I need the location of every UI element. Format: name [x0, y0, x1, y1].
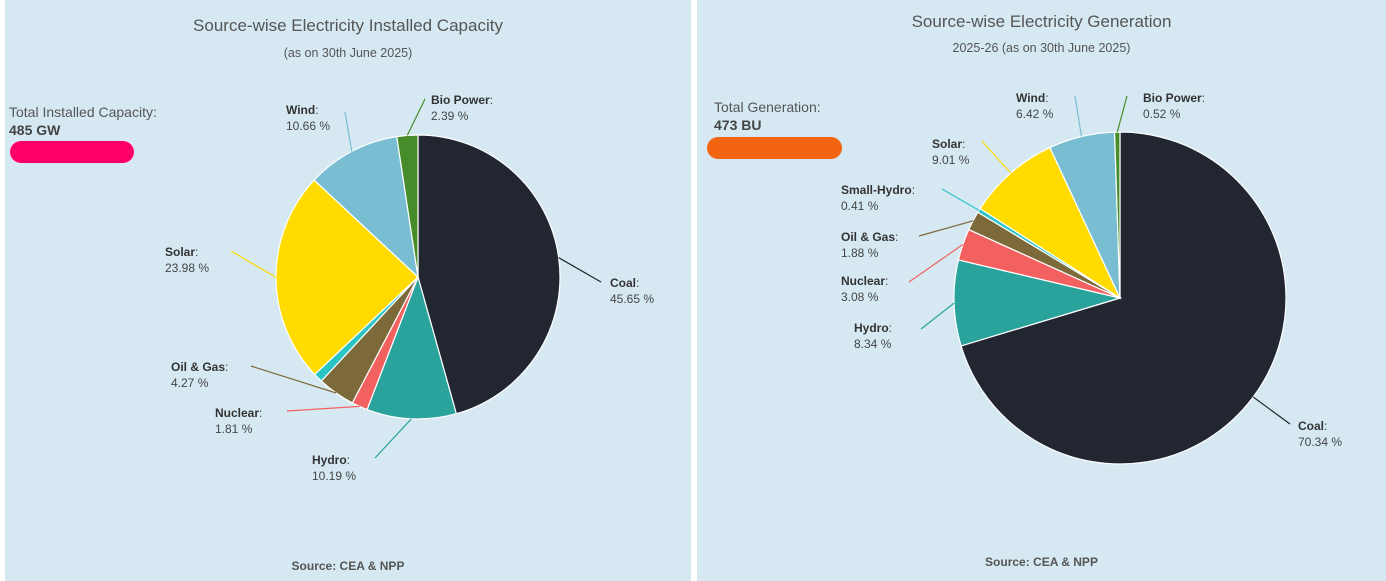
leader-line-bio-power	[406, 98, 426, 136]
slice-value-oil-and-gas: 4.27 %	[171, 376, 209, 390]
slice-value-coal: 45.65 %	[610, 292, 654, 306]
leader-line-solar	[981, 140, 1012, 174]
generation-panel: Source-wise Electricity Generation 2025-…	[697, 0, 1386, 581]
total-label: Total Installed Capacity:	[9, 104, 157, 120]
total-highlight-pill	[10, 141, 134, 163]
installed-capacity-panel: Source-wise Electricity Installed Capaci…	[5, 0, 691, 581]
leader-lines	[230, 98, 602, 459]
slice-labels: Coal: 45.65 % Hydro: 10.19 % Nuclear: 1.81 % O…	[165, 93, 654, 483]
slice-label-small-hydro: Small-Hydro:	[841, 183, 915, 197]
slice-label-solar: Solar:	[165, 245, 198, 259]
leader-line-small-hydro	[941, 188, 980, 211]
slice-label-hydro: Hydro:	[854, 321, 892, 335]
leader-line-oil-and-gas	[918, 220, 974, 237]
slice-label-coal: Coal:	[610, 276, 639, 290]
slice-value-small-hydro: 0.41 %	[841, 199, 879, 213]
pie-slices	[953, 131, 1287, 465]
slice-value-solar: 23.98 %	[165, 261, 209, 275]
slice-label-solar: Solar:	[932, 137, 965, 151]
slice-value-bio-power: 0.52 %	[1143, 107, 1181, 121]
slice-label-bio-power: Bio Power:	[1143, 91, 1205, 105]
slice-value-wind: 10.66 %	[286, 119, 330, 133]
pie-slice-coal[interactable]	[960, 131, 1287, 465]
slice-value-bio-power: 2.39 %	[431, 109, 469, 123]
slice-value-nuclear: 1.81 %	[215, 422, 253, 436]
leader-line-coal	[558, 257, 602, 283]
slice-label-oil-and-gas: Oil & Gas:	[171, 360, 228, 374]
chart-title: Source-wise Electricity Installed Capaci…	[193, 16, 503, 35]
generation-pie: Coal: 70.34 % Hydro: 8.34 % Nuclear: 3.08 % Oi…	[841, 91, 1342, 465]
leader-line-coal	[1252, 396, 1291, 425]
leader-line-hydro	[374, 418, 412, 459]
slice-value-coal: 70.34 %	[1298, 435, 1342, 449]
slice-label-hydro: Hydro:	[312, 453, 350, 467]
slice-labels: Coal: 70.34 % Hydro: 8.34 % Nuclear: 3.08 % Oi…	[841, 91, 1342, 449]
total-value: 485 GW	[9, 122, 61, 138]
slice-label-nuclear: Nuclear:	[215, 406, 262, 420]
slice-value-hydro: 10.19 %	[312, 469, 356, 483]
leader-line-nuclear	[908, 244, 964, 283]
pie-slices	[275, 134, 561, 420]
total-value: 473 BU	[714, 117, 762, 133]
slice-label-coal: Coal:	[1298, 419, 1327, 433]
source-note: Source: CEA & NPP	[291, 559, 405, 573]
leader-line-bio-power	[1116, 95, 1128, 133]
chart-subtitle: 2025-26 (as on 30th June 2025)	[952, 41, 1131, 55]
leader-line-solar	[230, 250, 277, 278]
pie-slice-coal[interactable]	[417, 134, 561, 415]
total-label: Total Generation:	[714, 99, 821, 115]
chart-title: Source-wise Electricity Generation	[911, 12, 1172, 31]
slice-value-solar: 9.01 %	[932, 153, 970, 167]
installed-capacity-pie: Coal: 45.65 % Hydro: 10.19 % Nuclear: 1.81 % O…	[165, 93, 654, 483]
pie-slice-bio-power[interactable]	[1113, 131, 1121, 299]
leader-line-nuclear	[286, 405, 360, 412]
slice-label-wind: Wind:	[1016, 91, 1049, 105]
slice-label-oil-and-gas: Oil & Gas:	[841, 230, 898, 244]
leader-line-wind	[344, 111, 353, 152]
leader-line-hydro	[920, 302, 955, 330]
chart-subtitle: (as on 30th June 2025)	[283, 46, 413, 60]
slice-label-wind: Wind:	[286, 103, 319, 117]
pie-slice-hydro[interactable]	[953, 259, 1123, 347]
source-note: Source: CEA & NPP	[985, 555, 1098, 569]
pie-slice-solar[interactable]	[979, 146, 1122, 300]
slice-value-hydro: 8.34 %	[854, 337, 892, 351]
leader-line-wind	[1074, 95, 1083, 137]
slice-value-nuclear: 3.08 %	[841, 290, 879, 304]
slice-label-nuclear: Nuclear:	[841, 274, 888, 288]
total-highlight-pill	[707, 137, 842, 159]
slice-value-oil-and-gas: 1.88 %	[841, 246, 879, 260]
leader-lines	[908, 95, 1291, 425]
slice-value-wind: 6.42 %	[1016, 107, 1054, 121]
slice-label-bio-power: Bio Power:	[431, 93, 493, 107]
leader-line-oil-and-gas	[250, 365, 337, 394]
